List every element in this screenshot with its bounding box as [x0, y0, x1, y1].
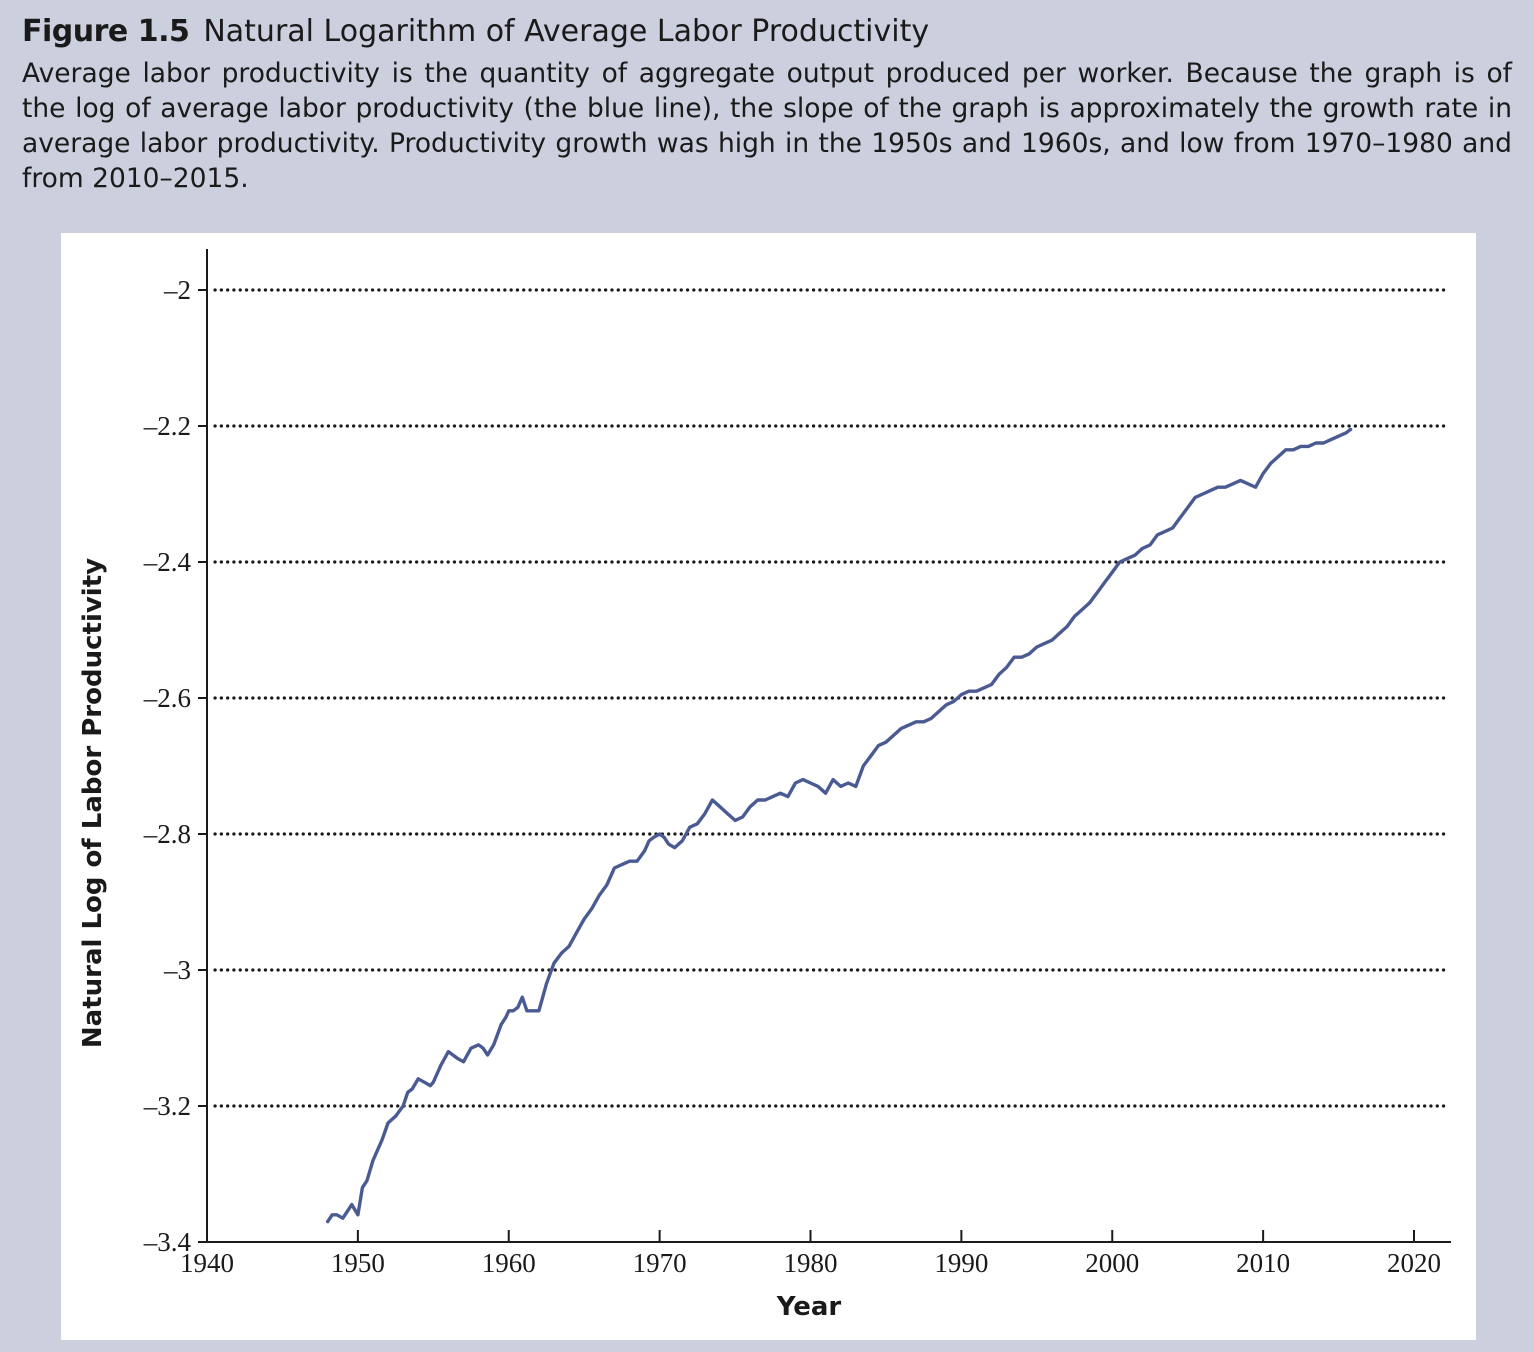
- y-axis-ticks: –2 –2.2 –2.4 –2.6 –2.8 –3 –3.2 –3.4: [143, 275, 207, 1257]
- x-axis-title: Year: [776, 1292, 842, 1322]
- y-tick-label: –2.4: [143, 547, 192, 577]
- y-tick-label: –3: [163, 955, 191, 985]
- x-tick-label: 1980: [784, 1248, 838, 1278]
- y-tick-label: –3.4: [143, 1227, 192, 1257]
- figure-label: Figure 1.5: [22, 14, 190, 49]
- x-axis-ticks: 1940 1950 1960 1970 1980 1990 2000 2010 2020: [180, 1230, 1441, 1278]
- x-tick-label: 1950: [331, 1248, 385, 1278]
- x-tick-label: 1960: [482, 1248, 536, 1278]
- series-line-labor-productivity: [326, 427, 1353, 1224]
- figure-title: Natural Logarithm of Average Labor Produ…: [203, 14, 930, 49]
- axes: [206, 249, 1451, 1243]
- chart-panel: –2 –2.2 –2.4 –2.6 –2.8 –3 –3.2 –3.4 1940 1950 196…: [61, 233, 1476, 1340]
- figure-title-line: Figure 1.5 Natural Logarithm of Average L…: [22, 12, 1512, 52]
- y-axis-title: Natural Log of Labor Productivity: [78, 558, 108, 1048]
- x-tick-label: 2010: [1236, 1248, 1290, 1278]
- x-tick-label: 1940: [180, 1248, 234, 1278]
- x-tick-label: 2020: [1387, 1248, 1441, 1278]
- series-group: [326, 427, 1353, 1224]
- y-tick-label: –2.2: [143, 411, 191, 441]
- y-tick-label: –3.2: [143, 1091, 191, 1121]
- y-tick-label: –2.6: [143, 683, 191, 713]
- line-chart: –2 –2.2 –2.4 –2.6 –2.8 –3 –3.2 –3.4 1940 1950 196…: [78, 249, 1451, 1322]
- figure-caption: Average labor productivity is the quanti…: [22, 58, 1512, 194]
- grid-lines: [213, 288, 1448, 1108]
- y-tick-label: –2: [163, 275, 191, 305]
- x-tick-label: 1970: [633, 1248, 687, 1278]
- figure-header: Figure 1.5 Natural Logarithm of Average L…: [22, 12, 1512, 196]
- x-tick-label: 2000: [1085, 1248, 1139, 1278]
- y-tick-label: –2.8: [143, 819, 191, 849]
- x-tick-label: 1990: [934, 1248, 988, 1278]
